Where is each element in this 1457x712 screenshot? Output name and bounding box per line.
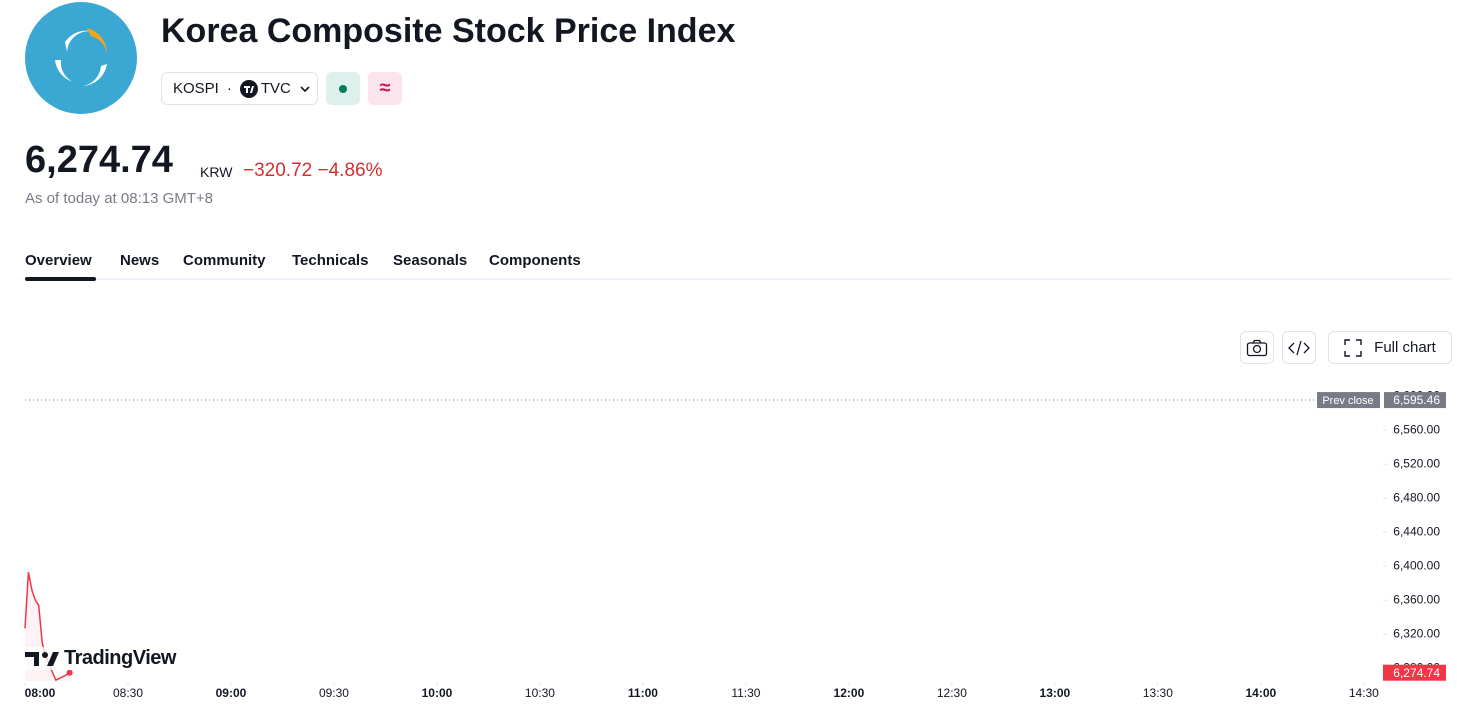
watermark-text: TradingView	[64, 647, 176, 669]
tab[interactable]: Seasonals	[393, 252, 468, 269]
symbol-selector[interactable]: KOSPI · TVC	[161, 72, 318, 105]
prev-close-label: Prev close	[1322, 395, 1373, 407]
status-dot	[339, 84, 347, 93]
snapshot-button[interactable]	[1240, 331, 1274, 364]
tab[interactable]: Components	[489, 252, 581, 269]
code-icon	[1288, 340, 1310, 355]
x-tick-label: 09:00	[216, 686, 247, 700]
x-tick-label: 14:00	[1245, 686, 1276, 700]
x-tick-label: 12:30	[937, 686, 967, 700]
title: Korea Composite Stock Price Index	[161, 12, 736, 50]
y-tick-label: 6,400.00	[1393, 558, 1440, 572]
exchange-icon	[239, 79, 258, 98]
last-point	[66, 669, 73, 676]
delayed-flag[interactable]: ≈	[368, 72, 402, 105]
change: −320.72	[243, 160, 313, 181]
last-price-label: 6,274.74	[1393, 666, 1440, 680]
prev-close-badge	[1317, 392, 1380, 409]
y-tick-label: 6,440.00	[1393, 524, 1440, 538]
market-status[interactable]	[326, 72, 360, 105]
full-chart-button[interactable]: Full chart	[1328, 331, 1452, 364]
change-percent: −4.86%	[317, 160, 383, 181]
last-price-badge	[1383, 664, 1446, 681]
prev-close-value-badge	[1384, 392, 1446, 409]
x-tick-label: 12:00	[834, 686, 865, 700]
x-tick-label: 13:00	[1040, 686, 1071, 700]
y-tick-label: 6,560.00	[1393, 422, 1440, 436]
tab[interactable]: Technicals	[292, 252, 369, 269]
tab[interactable]: Overview	[25, 252, 92, 269]
prev-close-value: 6,595.46	[1393, 393, 1440, 407]
tabs-divider	[25, 278, 1452, 280]
x-tick-label: 11:00	[628, 686, 658, 700]
watermark: TradingView	[25, 647, 176, 670]
x-tick-label: 09:30	[319, 686, 349, 700]
price: 6,274.74	[25, 139, 173, 181]
expand-icon	[1344, 338, 1362, 357]
exchange: TVC	[260, 80, 291, 97]
tab[interactable]: News	[120, 252, 160, 269]
tab-indicator	[25, 277, 96, 281]
x-tick-label: 14:30	[1349, 686, 1379, 700]
camera-icon	[1246, 339, 1268, 356]
x-tick-label: 11:30	[731, 686, 760, 700]
y-tick-label: 6,320.00	[1393, 626, 1440, 640]
separator: ·	[226, 80, 232, 97]
logo	[25, 2, 137, 114]
watermark-icon	[25, 651, 59, 666]
chevron	[300, 85, 310, 92]
y-tick-label: 6,360.00	[1393, 592, 1440, 606]
x-tick-label: 08:00	[25, 686, 56, 700]
x-tick-label: 13:30	[1143, 686, 1173, 700]
price-change: −320.72 −4.86%	[243, 160, 382, 182]
tab[interactable]: Community	[183, 252, 266, 269]
x-tick-label: 10:00	[422, 686, 453, 700]
x-tick-label: 10:30	[525, 686, 555, 700]
y-tick-label: 6,480.00	[1393, 490, 1440, 504]
as-of: As of today at 08:13 GMT+8	[25, 190, 214, 207]
embed-button[interactable]	[1282, 331, 1316, 364]
symbol: KOSPI	[173, 80, 219, 97]
x-tick-label: 08:30	[113, 686, 143, 700]
currency: KRW	[200, 164, 233, 180]
y-tick-label: 6,520.00	[1393, 456, 1440, 470]
full-chart-label: Full chart	[1374, 339, 1436, 356]
